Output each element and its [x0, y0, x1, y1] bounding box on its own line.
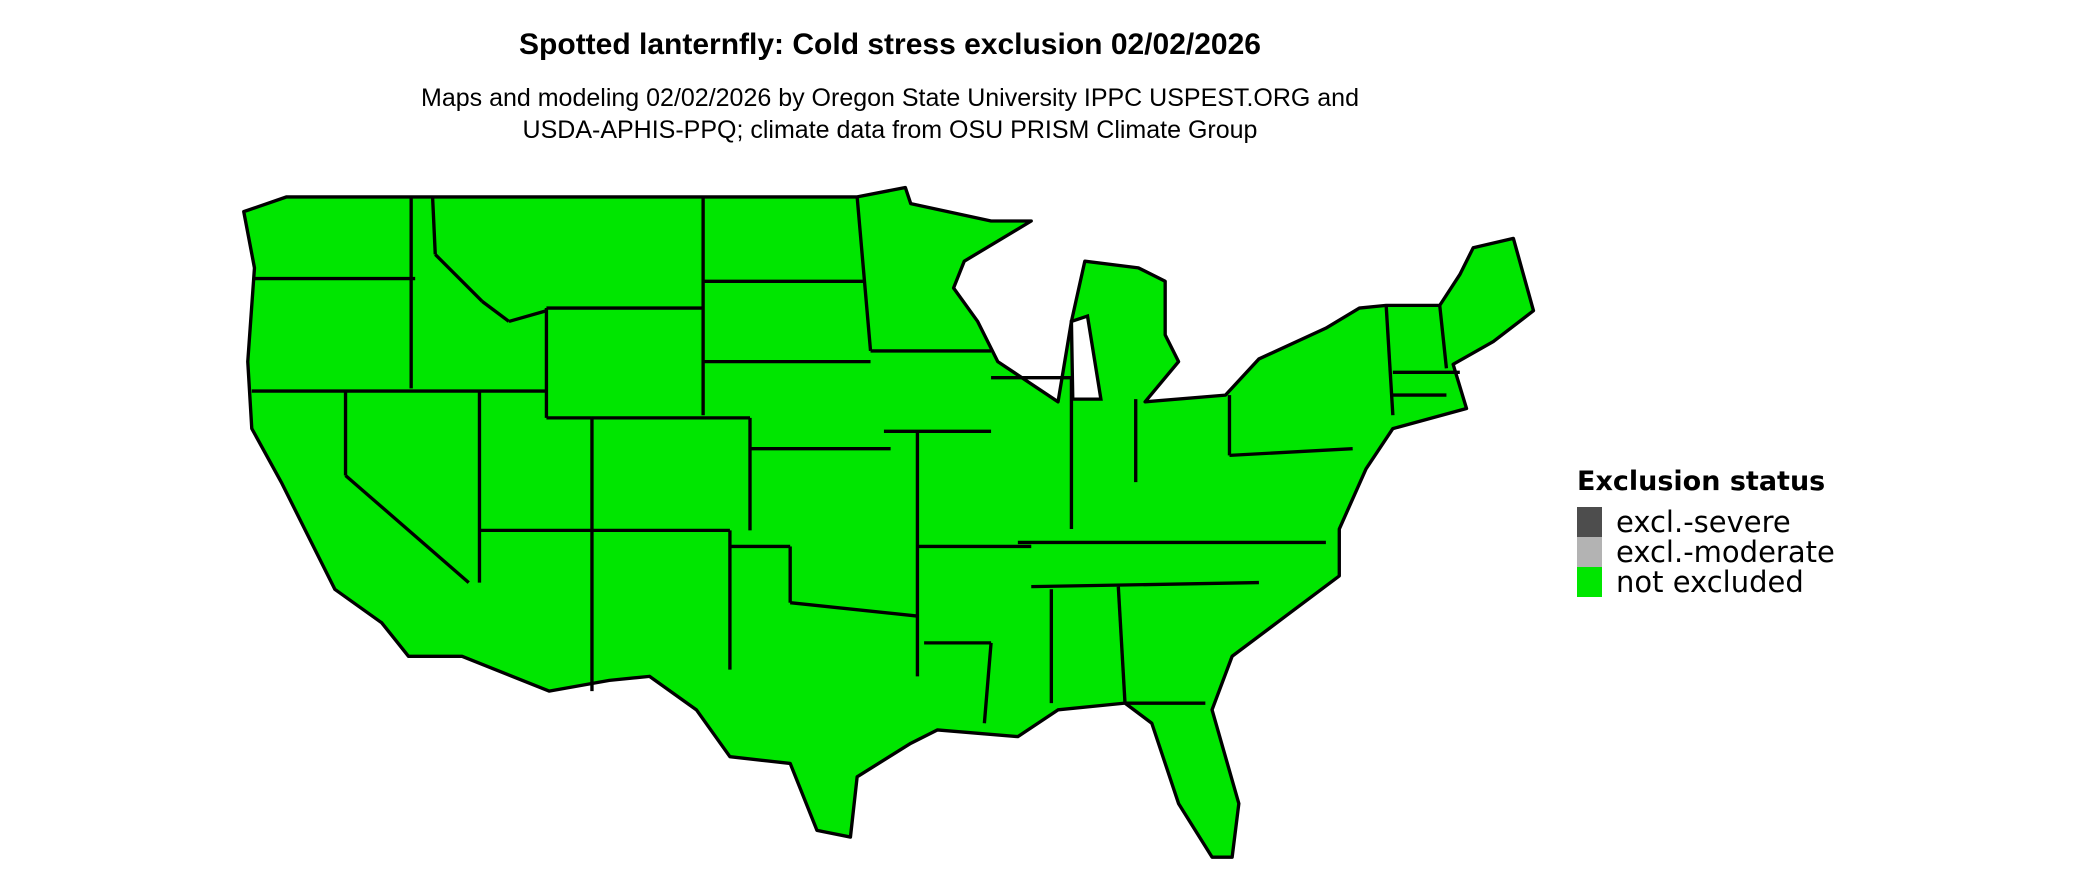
subtitle-line-2: USDA-APHIS-PPQ; climate data from OSU PR…	[522, 116, 1258, 144]
state-border	[855, 196, 873, 352]
legend-item-not-excluded: not excluded	[1577, 567, 1804, 597]
legend-swatch-severe	[1577, 507, 1602, 537]
legend-label: excl.-severe	[1616, 505, 1791, 539]
lake-michigan	[1069, 313, 1103, 401]
state-border	[1116, 586, 1127, 704]
state-borders	[251, 196, 1460, 724]
legend-item-moderate: excl.-moderate	[1577, 537, 1835, 567]
state-border	[344, 474, 470, 584]
legend-swatch-not-excluded	[1577, 567, 1602, 597]
subtitle-line-1: Maps and modeling 02/02/2026 by Oregon S…	[421, 84, 1359, 112]
state-border	[430, 196, 437, 255]
map-title: Spotted lanternfly: Cold stress exclusio…	[519, 28, 1261, 61]
state-border	[1384, 305, 1395, 416]
state-border	[508, 309, 547, 324]
legend-title: Exclusion status	[1577, 466, 1826, 497]
state-border	[434, 253, 484, 303]
legend-item-severe: excl.-severe	[1577, 507, 1791, 537]
legend-swatch-moderate	[1577, 537, 1602, 567]
legend-label: not excluded	[1616, 565, 1804, 599]
legend-label: excl.-moderate	[1616, 535, 1835, 569]
state-border	[982, 642, 993, 724]
state-border	[1229, 447, 1353, 458]
state-border	[1438, 305, 1449, 369]
state-border	[1031, 580, 1259, 589]
us-outline	[242, 185, 1536, 859]
state-border	[790, 601, 918, 618]
state-border	[481, 300, 510, 323]
